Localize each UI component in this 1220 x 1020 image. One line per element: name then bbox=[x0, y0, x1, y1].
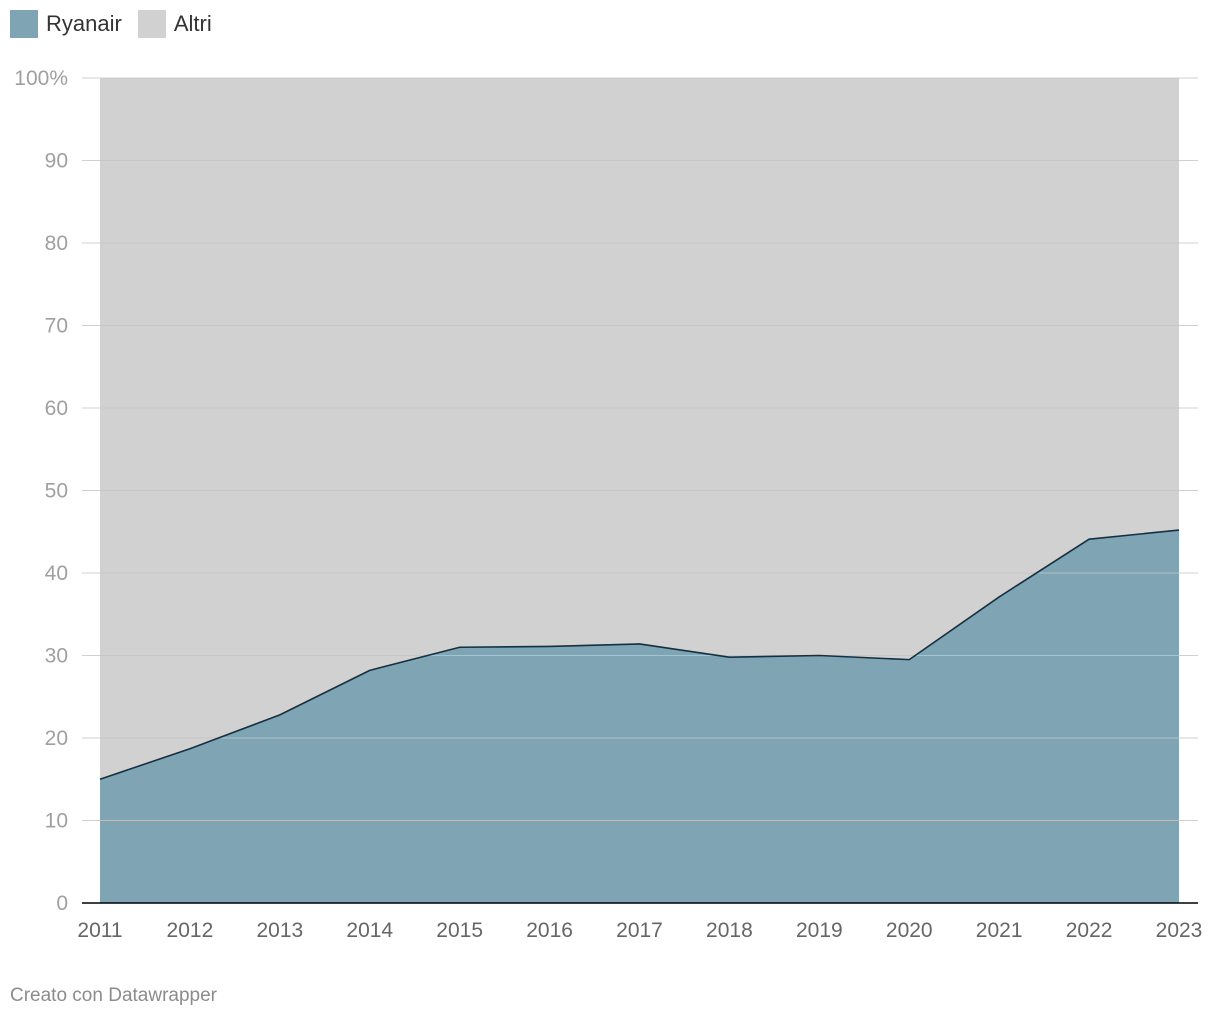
area-ryanair bbox=[100, 530, 1179, 903]
x-tick-label-2021: 2021 bbox=[976, 919, 1023, 942]
x-tick-label-2014: 2014 bbox=[346, 919, 393, 942]
legend: Ryanair Altri bbox=[10, 10, 228, 38]
y-tick-label-80: 80 bbox=[45, 232, 68, 255]
legend-swatch-ryanair bbox=[10, 10, 38, 38]
legend-label-altri: Altri bbox=[173, 11, 212, 36]
area-chart: 0 10 20 30 40 50 60 70 80 90 100% 2011 2012 2013 2014 2… bbox=[14, 67, 1203, 942]
y-tick-label-60: 60 bbox=[45, 397, 68, 420]
y-tick-label-10: 10 bbox=[45, 810, 68, 833]
legend-swatch-altri bbox=[137, 10, 166, 38]
footer-credit: Creato con Datawrapper bbox=[10, 985, 217, 1006]
legend-item-ryanair: Ryanair bbox=[10, 10, 122, 38]
area-altri bbox=[100, 78, 1179, 780]
x-tick-label-2012: 2012 bbox=[167, 919, 214, 942]
y-tick-label-70: 70 bbox=[45, 315, 68, 338]
x-tick-label-2019: 2019 bbox=[796, 919, 843, 942]
y-tick-label-20: 20 bbox=[45, 727, 68, 750]
x-tick-label-2022: 2022 bbox=[1066, 919, 1113, 942]
y-tick-label-30: 30 bbox=[45, 645, 68, 668]
legend-item-altri: Altri bbox=[137, 10, 212, 38]
x-tick-label-2017: 2017 bbox=[616, 919, 663, 942]
series-line-ryanair bbox=[99, 529, 1180, 781]
legend-label-ryanair: Ryanair bbox=[46, 11, 122, 36]
y-tick-label-0: 0 bbox=[56, 892, 68, 915]
x-tick-label-2023: 2023 bbox=[1156, 919, 1203, 942]
x-tick-label-2016: 2016 bbox=[526, 919, 573, 942]
x-tick-label-2013: 2013 bbox=[256, 919, 303, 942]
x-tick-label-2011: 2011 bbox=[77, 919, 122, 942]
x-tick-label-2018: 2018 bbox=[706, 919, 753, 942]
x-tick-label-2015: 2015 bbox=[436, 919, 483, 942]
y-tick-label-40: 40 bbox=[45, 562, 68, 585]
y-tick-label-90: 90 bbox=[45, 150, 68, 173]
y-tick-label-50: 50 bbox=[45, 480, 68, 503]
y-tick-label-100: 100% bbox=[14, 67, 68, 90]
x-tick-label-2020: 2020 bbox=[886, 919, 933, 942]
